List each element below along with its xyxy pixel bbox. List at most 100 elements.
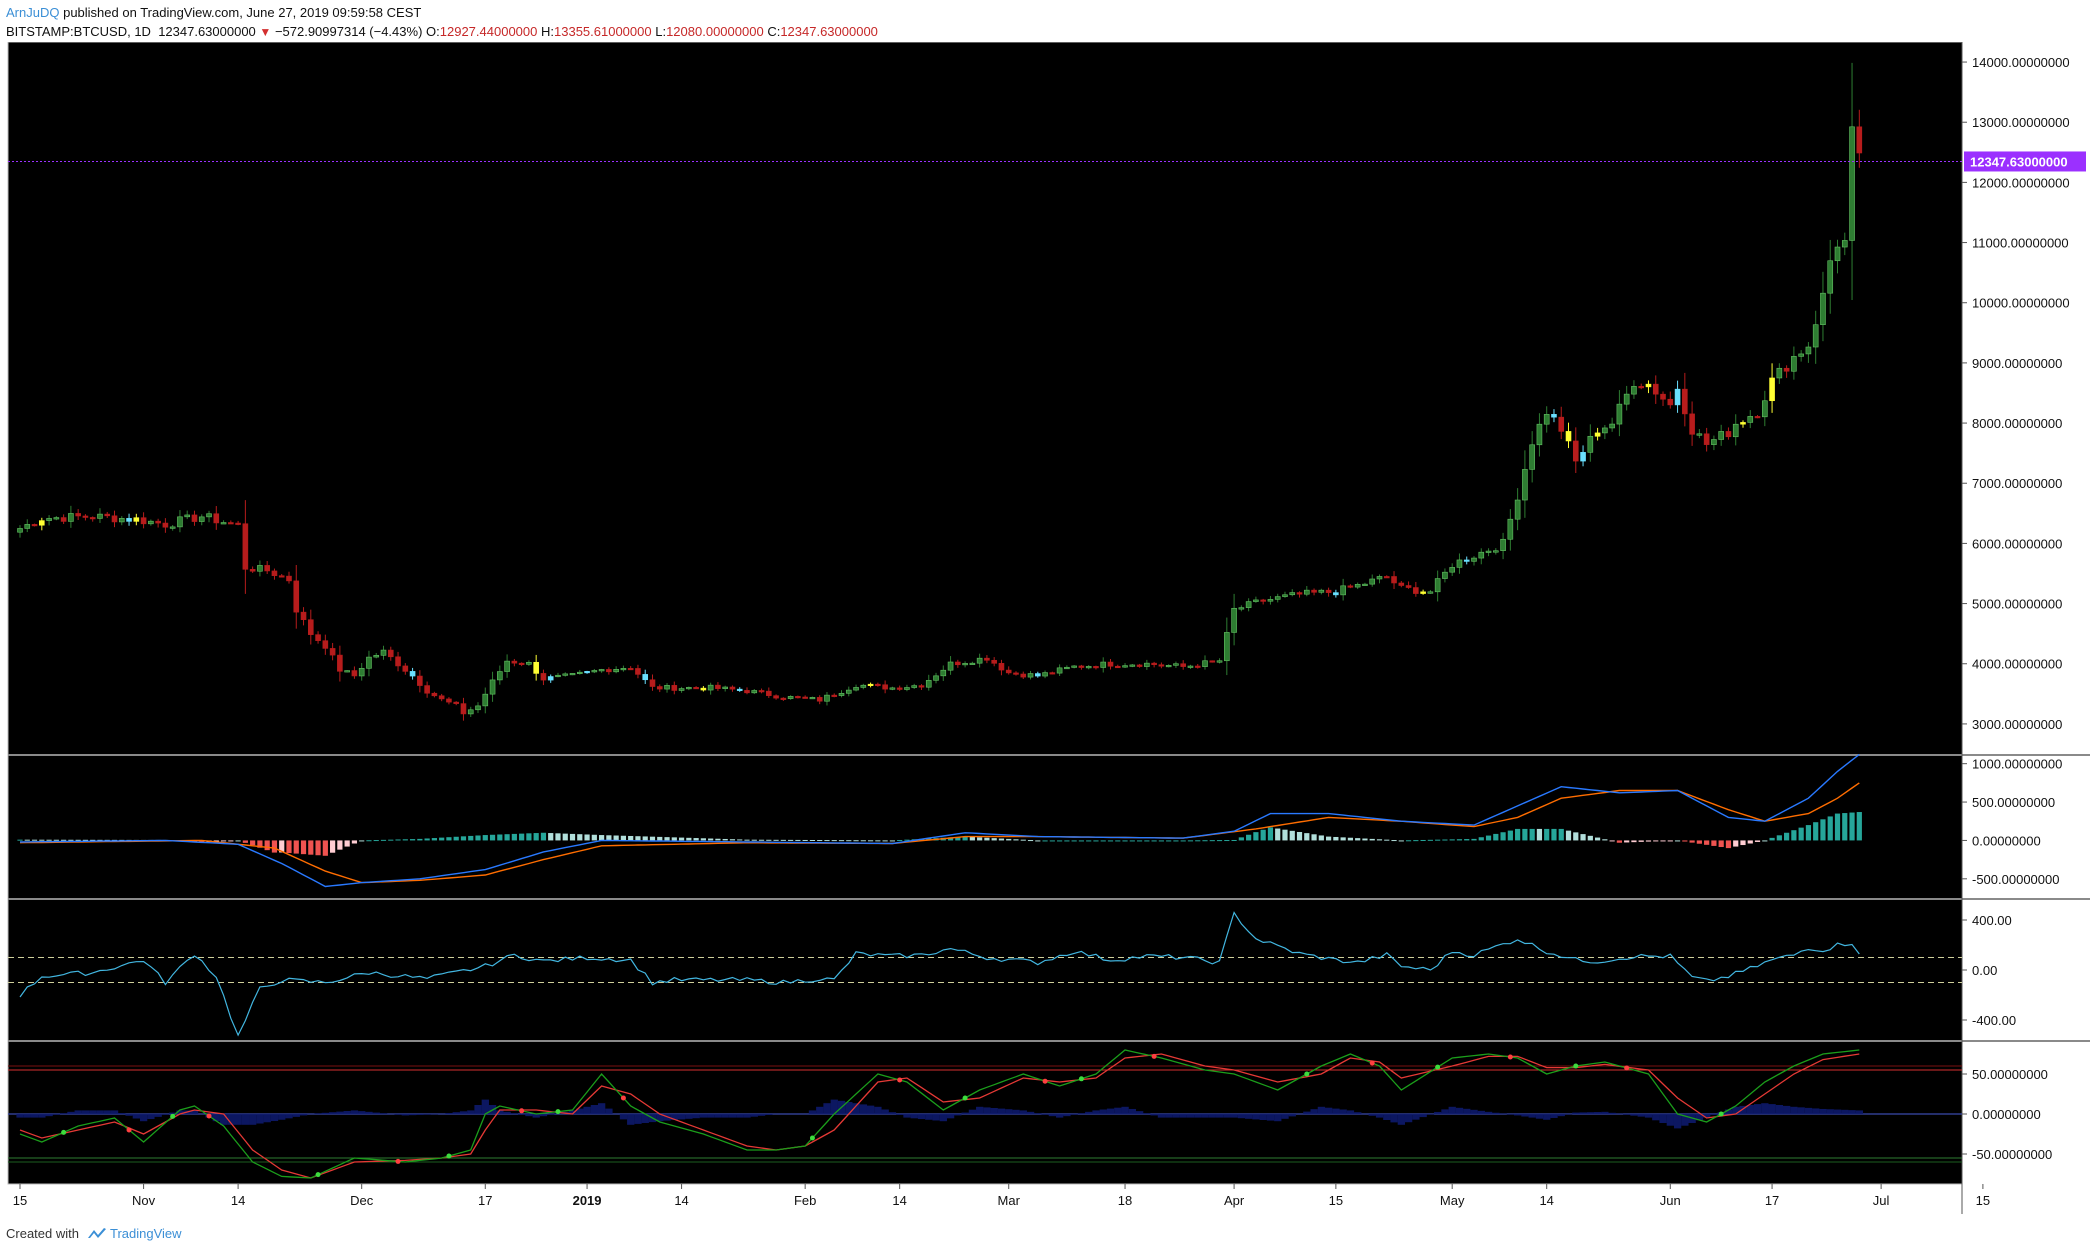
macd-histogram-bar (475, 835, 481, 841)
macd-histogram-bar (315, 840, 321, 856)
macd-histogram-bar (1558, 828, 1564, 841)
stoch-histogram-bar (1412, 1114, 1420, 1120)
stoch-histogram-bar (103, 1110, 111, 1114)
candle-body (1020, 673, 1027, 678)
macd-histogram-bar (1195, 840, 1201, 842)
stoch-histogram-bar (110, 1110, 119, 1114)
macd-histogram-bar (344, 840, 350, 847)
stoch-histogram-bar (1572, 1112, 1580, 1114)
candle-body (1136, 664, 1143, 667)
macd-histogram-bar (555, 833, 561, 841)
author-link[interactable]: ArnJuDQ (6, 5, 60, 20)
candle-body (1013, 672, 1019, 675)
candle-body (395, 656, 401, 667)
stoch-histogram-bar (394, 1114, 402, 1115)
stoch-histogram-bar (227, 1114, 235, 1125)
stoch-histogram-bar (1223, 1114, 1231, 1118)
candle-body (1594, 432, 1601, 437)
macd-histogram-bar (1326, 836, 1332, 841)
candle-body (1689, 413, 1695, 435)
stoch-histogram-bar (990, 1108, 998, 1114)
stoch-histogram-bar (1652, 1114, 1660, 1121)
stoch-histogram-bar (1114, 1107, 1122, 1114)
stoch-histogram-bar (336, 1111, 344, 1114)
stoch-histogram-bar (1710, 1114, 1718, 1115)
stoch-histogram-bar (1804, 1107, 1813, 1114)
candle-body (1340, 585, 1346, 596)
macd-histogram-bar (199, 840, 205, 843)
candle-body (409, 671, 416, 677)
stoch-histogram-bar (1266, 1114, 1275, 1121)
candle-body (1820, 292, 1826, 325)
price-scale-background (1962, 42, 2090, 1214)
stoch-histogram-bar (1092, 1110, 1100, 1114)
macd-histogram-bar (1398, 840, 1404, 842)
stoch-histogram-bar (656, 1114, 664, 1122)
candle-body (1122, 665, 1128, 668)
candle-body (1027, 673, 1034, 678)
macd-histogram-bar (504, 834, 510, 841)
stoch-histogram-bar (96, 1110, 104, 1114)
time-axis-label: 14 (231, 1193, 245, 1208)
last-price: 12347.63000000 (158, 24, 256, 39)
macd-histogram-bar (991, 838, 997, 841)
macd-histogram-bar (250, 840, 256, 846)
stoch-histogram-bar (1419, 1114, 1427, 1118)
time-axis-label: 15 (1976, 1193, 1990, 1208)
stoch-histogram-bar (52, 1114, 61, 1115)
macd-histogram-bar (584, 834, 590, 841)
stoch-histogram-bar (379, 1113, 388, 1114)
stoch-histogram-bar (932, 1114, 940, 1121)
macd-histogram-bar (271, 840, 278, 853)
macd-histogram-bar (1849, 812, 1855, 841)
stoch-histogram-bar (263, 1114, 271, 1123)
macd-histogram-bar (1318, 835, 1324, 841)
candle-body (75, 513, 81, 517)
price-axis-tick-label: 12000.00000000 (1972, 175, 2070, 190)
stoch-histogram-bar (1724, 1109, 1733, 1114)
candle-body (1005, 669, 1012, 674)
candle-body (635, 668, 641, 675)
candle-body (380, 649, 387, 656)
candle-body (576, 671, 583, 675)
macd-histogram-bar (1369, 838, 1375, 841)
candle-body (293, 580, 300, 613)
time-axis-label: May (1440, 1193, 1465, 1208)
price-chart[interactable]: 14000.00000000 13000.00000000 12000.000000… (0, 42, 2090, 1222)
stoch-cross-dot (620, 1095, 626, 1101)
macd-histogram-bar (984, 837, 990, 841)
candle-body (1856, 126, 1863, 154)
stoch-histogram-bar (154, 1114, 162, 1117)
stoch-histogram-bar (1303, 1111, 1311, 1114)
stoch-histogram-bar (1434, 1111, 1442, 1114)
candle-body (642, 674, 649, 681)
tradingview-brand-link[interactable]: TradingView (110, 1226, 182, 1241)
chart-header: ArnJuDQ published on TradingView.com, Ju… (6, 2, 2086, 44)
candle-body (809, 697, 816, 700)
macd-histogram-bar (1667, 840, 1673, 842)
macd-histogram-bar (1638, 840, 1644, 842)
stoch-histogram-bar (270, 1114, 279, 1122)
price-axis-tick-label: 14000.00000000 (1972, 55, 2070, 70)
stoch-histogram-bar (496, 1110, 504, 1114)
stoch-histogram-bar (38, 1114, 46, 1118)
candle-body (31, 524, 38, 527)
candle-body (540, 673, 547, 681)
candle-body (482, 693, 489, 707)
candle-body (351, 670, 358, 677)
macd-histogram-bar (708, 838, 714, 841)
price-change: −572.90997314 (−4.43%) (274, 24, 423, 39)
macd-histogram-bar (402, 839, 408, 841)
stoch-histogram-bar (365, 1111, 373, 1114)
stoch-histogram-bar (45, 1114, 53, 1117)
macd-histogram-bar (1246, 834, 1252, 841)
footer: Created with TradingView (6, 1226, 182, 1241)
macd-histogram-bar (577, 834, 583, 841)
macd-histogram-bar (1500, 832, 1506, 841)
high-value: 13355.61000000 (554, 24, 652, 39)
stoch-histogram-bar (518, 1114, 526, 1115)
candle-body (489, 679, 496, 695)
candle-body (1805, 346, 1812, 355)
candle-body (307, 619, 314, 635)
symbol-label[interactable]: BITSTAMP:BTCUSD, 1D (6, 24, 151, 39)
